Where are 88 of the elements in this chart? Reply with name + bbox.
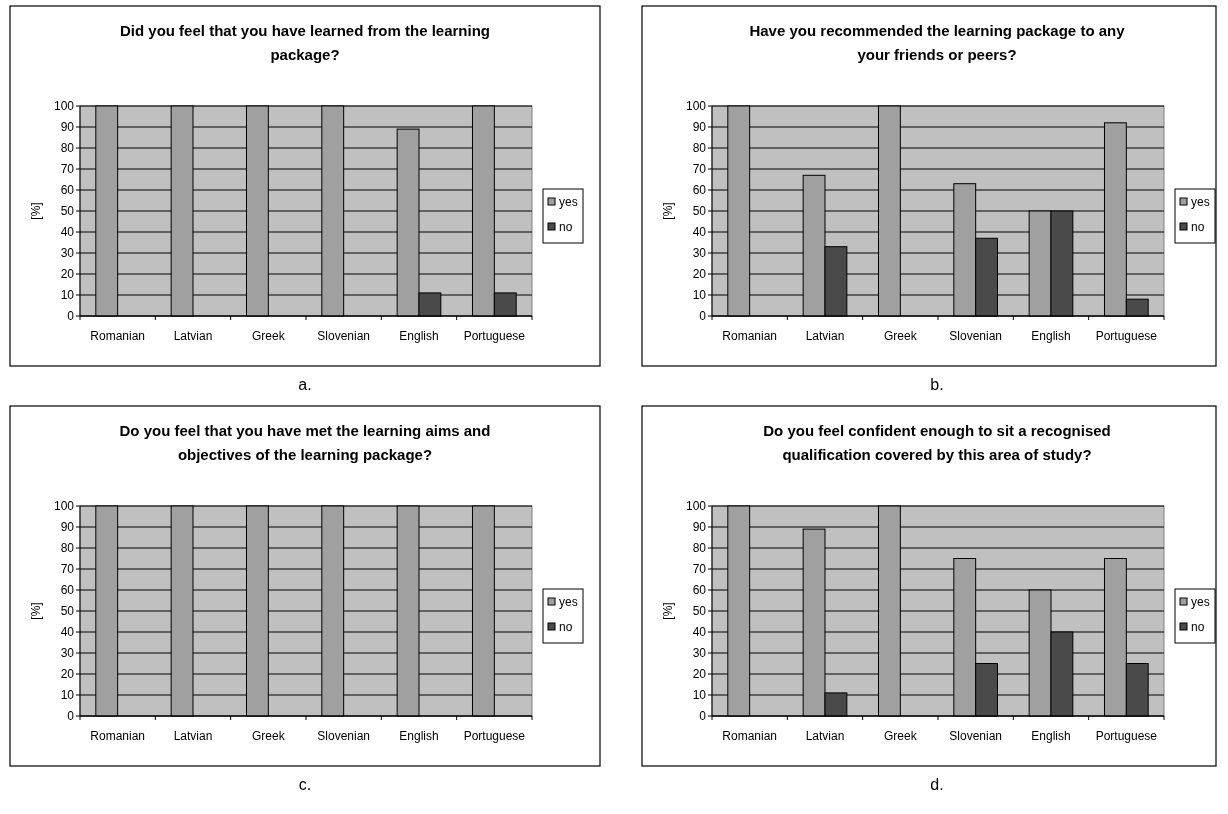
y-tick-label: 10 — [60, 688, 75, 703]
y-tick-label: 10 — [692, 288, 707, 303]
x-tick-label: Latvian — [805, 329, 845, 343]
y-tick-label: 20 — [60, 267, 75, 282]
y-axis-title: [%] — [29, 202, 43, 220]
chart-title: Do you feel confident enough to sit a recognised qualification covered by this area of study? — [763, 422, 1111, 463]
legend-label: no — [1191, 220, 1205, 235]
y-tick-label: 10 — [60, 288, 75, 303]
x-tick-label: Greek — [251, 329, 286, 343]
x-tick-label: English — [1031, 329, 1071, 343]
legend-label: no — [1191, 620, 1205, 635]
y-tick-label: 90 — [692, 520, 707, 535]
y-tick-label: 60 — [692, 583, 707, 598]
x-tick-label: Romanian — [90, 329, 146, 343]
x-tick-label: Portuguese — [463, 729, 526, 743]
text: b. — [930, 376, 944, 393]
y-tick-label: 60 — [692, 183, 707, 198]
y-tick-label: 0 — [67, 709, 75, 724]
y-tick-label: 30 — [60, 246, 75, 261]
y-tick-label: 30 — [692, 646, 707, 661]
y-tick-label: 30 — [60, 646, 75, 661]
legend-label: yes — [559, 195, 578, 210]
legend-label: yes — [1191, 195, 1210, 210]
y-tick-label: 100 — [685, 99, 707, 114]
y-tick-label: 40 — [60, 225, 75, 240]
chart-title: Do you feel that you have met the learning aims and objectives of the learning package? — [119, 422, 491, 463]
x-tick-label: Portuguese — [463, 329, 526, 343]
x-tick-label: Greek — [883, 729, 918, 743]
x-tick-label: English — [399, 329, 439, 343]
chart-title: Did you feel that you have learned from the learning package? — [119, 22, 491, 63]
x-tick-label: Slovenian — [317, 329, 371, 343]
y-tick-label: 100 — [685, 499, 707, 514]
y-tick-label: 80 — [692, 541, 707, 556]
y-tick-label: 50 — [60, 604, 75, 619]
x-tick-label: Romanian — [722, 729, 778, 743]
x-tick-label: Slovenian — [317, 729, 371, 743]
x-tick-label: Romanian — [90, 729, 146, 743]
y-tick-label: 100 — [53, 99, 75, 114]
x-tick-label: English — [399, 729, 439, 743]
y-tick-label: 80 — [60, 141, 75, 156]
y-tick-label: 20 — [692, 267, 707, 282]
legend-label: yes — [559, 595, 578, 610]
x-tick-label: Latvian — [805, 729, 845, 743]
y-tick-label: 50 — [692, 604, 707, 619]
y-tick-label: 100 — [53, 499, 75, 514]
x-tick-label: Greek — [883, 329, 918, 343]
text: c. — [298, 776, 312, 793]
y-tick-label: 20 — [60, 667, 75, 682]
x-tick-label: Romanian — [722, 329, 778, 343]
chart-title: Have you recommended the learning package to any your friends or peers? — [749, 22, 1126, 63]
y-tick-label: 50 — [60, 204, 75, 219]
y-tick-label: 90 — [60, 120, 75, 135]
y-tick-label: 70 — [692, 562, 707, 577]
y-tick-label: 70 — [60, 562, 75, 577]
y-tick-label: 30 — [692, 246, 707, 261]
x-tick-label: Slovenian — [949, 329, 1003, 343]
x-tick-label: Greek — [251, 729, 286, 743]
y-axis-title: [%] — [661, 602, 675, 620]
y-tick-label: 0 — [67, 309, 75, 324]
y-tick-label: 40 — [692, 625, 707, 640]
text: a. — [298, 376, 312, 393]
x-tick-label: Latvian — [173, 729, 213, 743]
y-axis-title: [%] — [661, 202, 675, 220]
y-tick-label: 0 — [699, 309, 707, 324]
y-tick-label: 60 — [60, 583, 75, 598]
y-axis-title: [%] — [29, 602, 43, 620]
y-tick-label: 90 — [60, 520, 75, 535]
y-tick-label: 80 — [692, 141, 707, 156]
y-tick-label: 60 — [60, 183, 75, 198]
legend-label: no — [559, 620, 573, 635]
x-tick-label: Slovenian — [949, 729, 1003, 743]
x-tick-label: Portuguese — [1095, 729, 1158, 743]
x-tick-label: Portuguese — [1095, 329, 1158, 343]
y-tick-label: 40 — [692, 225, 707, 240]
y-tick-label: 70 — [60, 162, 75, 177]
y-tick-label: 40 — [60, 625, 75, 640]
y-tick-label: 70 — [692, 162, 707, 177]
y-tick-label: 20 — [692, 667, 707, 682]
y-tick-label: 80 — [60, 541, 75, 556]
y-tick-label: 90 — [692, 120, 707, 135]
text: d. — [930, 776, 944, 793]
y-tick-label: 10 — [692, 688, 707, 703]
y-tick-label: 0 — [699, 709, 707, 724]
legend-label: yes — [1191, 595, 1210, 610]
legend-label: no — [559, 220, 573, 235]
x-tick-label: Latvian — [173, 329, 213, 343]
y-tick-label: 50 — [692, 204, 707, 219]
x-tick-label: English — [1031, 729, 1071, 743]
